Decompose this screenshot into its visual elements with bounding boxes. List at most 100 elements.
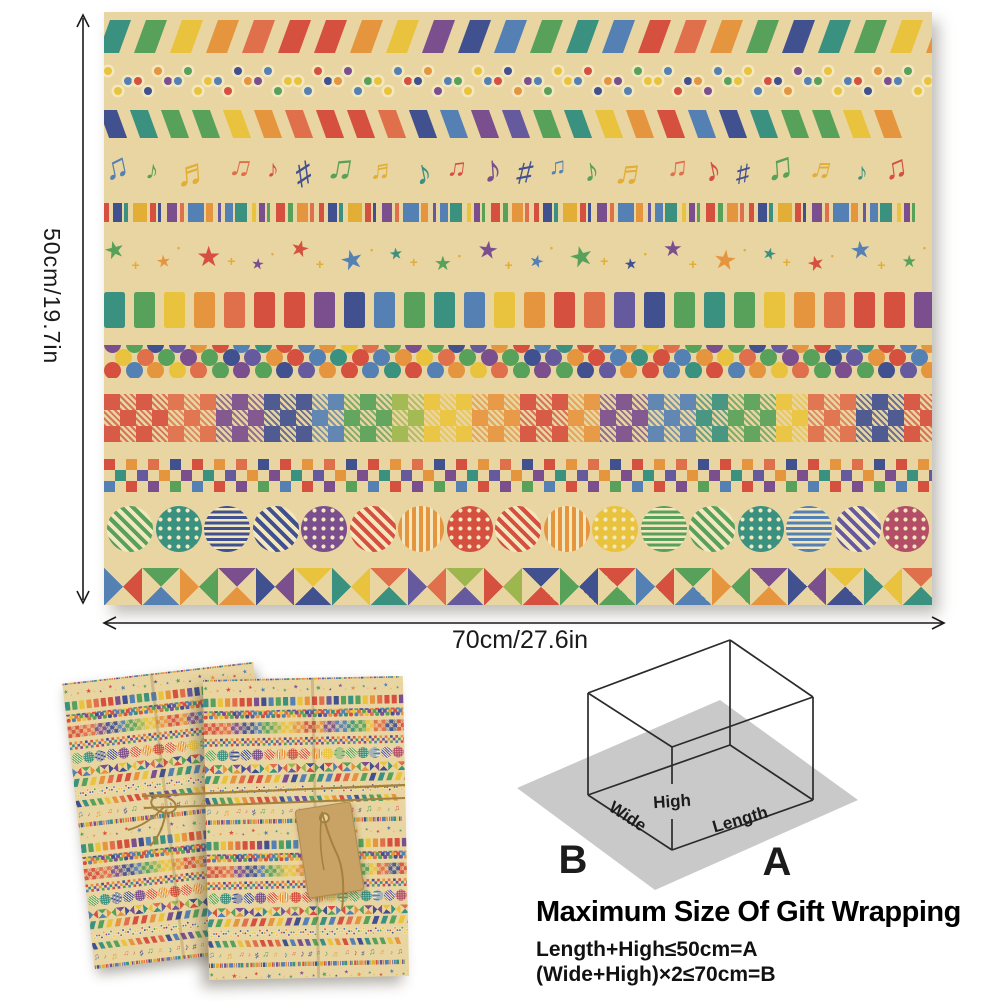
plaid-cell xyxy=(472,410,488,426)
checker-cell xyxy=(544,459,555,470)
barcode-bar xyxy=(421,203,428,222)
dot xyxy=(184,67,192,75)
plaid-cell xyxy=(616,394,632,410)
plaid-cell xyxy=(552,426,568,442)
checker-cell xyxy=(170,459,181,470)
dot xyxy=(168,345,186,353)
dot xyxy=(244,77,252,85)
barcode-bar xyxy=(267,203,270,222)
barcode-bar xyxy=(450,203,462,222)
dot xyxy=(652,349,670,366)
dot xyxy=(469,362,487,378)
pattern-row-plaid xyxy=(104,394,932,442)
plaid-cell xyxy=(600,394,616,410)
dot xyxy=(792,362,809,378)
plaid-cell xyxy=(872,426,888,442)
checker-cell xyxy=(335,470,346,481)
plaid-cell xyxy=(888,394,904,410)
triangle-cell xyxy=(598,568,636,605)
checker-cell xyxy=(896,481,907,492)
dot xyxy=(426,362,444,378)
barcode-bar xyxy=(543,203,552,222)
plaid-cell xyxy=(440,394,456,410)
plaid-cell xyxy=(248,410,264,426)
checker-cell xyxy=(390,481,401,492)
checker-cell xyxy=(214,481,225,492)
checker-cell xyxy=(126,481,137,492)
checker-cell xyxy=(830,459,841,470)
stripe xyxy=(529,20,564,53)
plaid-cell xyxy=(280,426,296,442)
checker-cell xyxy=(390,459,401,470)
plaid-cell xyxy=(216,394,232,410)
checker-cell xyxy=(115,470,126,481)
dot xyxy=(674,349,691,366)
checker-cell xyxy=(302,481,313,492)
checker-cell xyxy=(148,459,159,470)
checker-cell xyxy=(434,481,445,492)
dot xyxy=(134,77,142,85)
plaid-cell xyxy=(424,426,440,442)
barcode-bar xyxy=(482,203,485,222)
plaid-cell xyxy=(920,426,932,442)
barcode-bar xyxy=(580,203,586,222)
barcode-bar xyxy=(158,203,161,222)
dot xyxy=(770,345,788,353)
plaid-cell xyxy=(456,426,472,442)
plaid-cell xyxy=(360,426,376,442)
dot xyxy=(224,87,232,95)
checker-cell xyxy=(225,470,236,481)
stripe xyxy=(780,110,810,138)
checker-cell xyxy=(775,470,786,481)
checker-cell xyxy=(764,481,775,492)
triangle-cell xyxy=(750,568,788,605)
dot xyxy=(914,87,922,95)
triangle-cell xyxy=(370,568,408,605)
barcode-bar xyxy=(655,203,663,222)
barcode-bar xyxy=(795,203,801,222)
plaid-cell xyxy=(792,426,808,442)
checker-cell xyxy=(258,459,269,470)
plaid-cell xyxy=(392,426,408,442)
dot xyxy=(319,362,336,378)
plaid-cell xyxy=(696,410,712,426)
sparkle-icon: • xyxy=(643,249,647,259)
checker-cell xyxy=(632,481,643,492)
checker-cell xyxy=(500,481,511,492)
plaid-cell xyxy=(920,394,932,410)
star-icon: ★ xyxy=(433,252,452,275)
barcode-bar xyxy=(682,203,686,222)
stripe xyxy=(565,20,600,53)
dot xyxy=(154,67,162,75)
triangle-cell xyxy=(180,568,218,605)
checker-cell xyxy=(885,470,896,481)
plaid-cell xyxy=(184,394,200,410)
checker-cell xyxy=(148,481,159,492)
plaid-cell xyxy=(696,426,712,442)
music-note-icon: ♫ xyxy=(763,148,796,189)
dot xyxy=(190,362,207,378)
stripe xyxy=(925,20,932,53)
dot xyxy=(620,362,637,378)
plaid-cell xyxy=(440,410,456,426)
stripe xyxy=(811,110,841,138)
plaid-cell xyxy=(296,426,312,442)
triangle-cell xyxy=(522,568,560,605)
barcode-bar xyxy=(206,203,213,222)
star-icon: ★ xyxy=(662,235,683,261)
barcode-bar xyxy=(225,203,233,222)
checker-cell xyxy=(126,459,137,470)
dot xyxy=(878,345,895,353)
star-icon: ★ xyxy=(623,255,639,274)
dot xyxy=(114,87,122,95)
stamp-block xyxy=(854,292,875,328)
plaid-cell xyxy=(248,394,264,410)
stripe xyxy=(625,110,655,138)
stamp-block xyxy=(644,292,665,328)
plaid-cell xyxy=(344,426,360,442)
barcode-bar xyxy=(297,203,308,222)
checker-cell xyxy=(533,470,544,481)
barcode-bar xyxy=(636,203,643,222)
pattern-circle xyxy=(495,506,541,552)
dot xyxy=(835,362,852,378)
